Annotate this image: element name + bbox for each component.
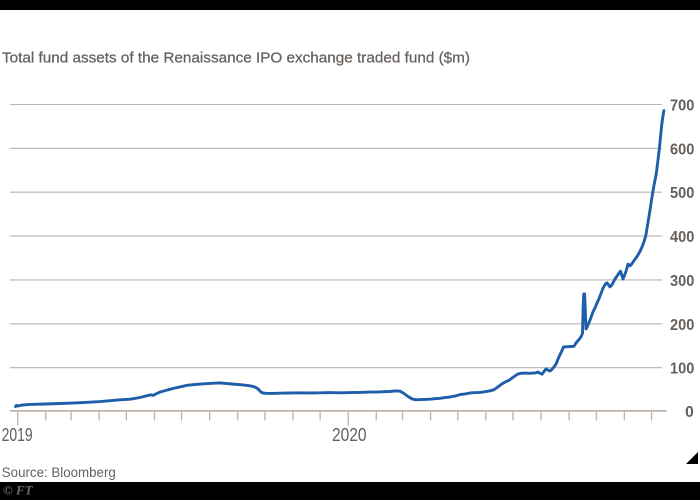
- svg-text:300: 300: [670, 273, 694, 290]
- svg-text:700: 700: [670, 98, 694, 115]
- svg-text:500: 500: [670, 185, 694, 202]
- svg-text:400: 400: [670, 229, 694, 246]
- svg-text:100: 100: [670, 361, 694, 378]
- svg-text:200: 200: [670, 317, 694, 334]
- svg-text:2019: 2019: [2, 425, 33, 445]
- svg-text:2020: 2020: [332, 425, 367, 445]
- svg-text:© FT: © FT: [3, 483, 34, 498]
- svg-text:0: 0: [685, 404, 694, 421]
- svg-text:Total fund assets of the Renai: Total fund assets of the Renaissance IPO…: [2, 50, 470, 67]
- svg-text:600: 600: [670, 141, 694, 158]
- svg-text:Source: Bloomberg: Source: Bloomberg: [2, 465, 116, 480]
